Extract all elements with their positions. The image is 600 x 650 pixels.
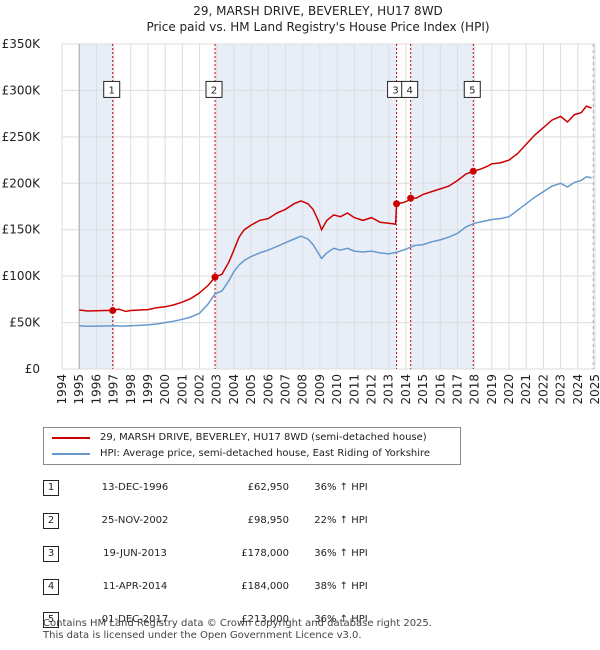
sale-label-2: 2 [211,85,217,96]
x-tick-label: 2008 [296,374,310,405]
shaded-region-4 [593,44,595,369]
sale-price: £178,000 [241,548,289,559]
sale-row: 1 13-DEC-1996 £62,950 36% ↑ HPI [40,471,393,504]
legend-swatch-property [52,437,90,439]
x-tick-label: 2017 [450,374,464,405]
x-tick-label: 2001 [175,374,189,405]
sale-row: 3 19-JUN-2013 £178,000 36% ↑ HPI [40,537,393,570]
sale-hpi-delta: 36% ↑ HPI [314,482,368,493]
sale-date: 19-JUN-2013 [103,548,167,559]
sale-number: 2 [43,512,59,529]
sale-point-4 [407,194,415,202]
x-tick-label: 1994 [55,374,69,405]
sale-number: 5 [43,611,59,628]
sale-number: 4 [43,578,59,595]
x-tick-label: 1995 [72,374,86,405]
y-tick-label: £100K [2,269,42,283]
sale-hpi-delta: 36% ↑ HPI [314,614,368,625]
sale-point-1 [109,307,117,315]
x-tick-label: 1999 [141,374,155,405]
legend-label-hpi: HPI: Average price, semi-detached house,… [100,448,431,459]
sale-date: 13-DEC-1996 [101,482,169,493]
x-tick-label: 2014 [399,374,413,405]
x-tick-label: 2009 [313,374,327,405]
sale-label-box-4 [401,80,419,98]
sale-price: £184,000 [241,581,289,592]
x-tick-label: 2006 [261,374,275,405]
sale-row: 5 01-DEC-2017 £213,000 36% ↑ HPI [40,603,393,636]
footer-licence: This data is licensed under the Open Gov… [43,630,362,641]
legend-label-property: 29, MARSH DRIVE, BEVERLEY, HU17 8WD (sem… [100,432,427,443]
x-tick-label: 1997 [107,374,121,405]
footer: Contains HM Land Registry data © Crown c… [43,618,432,642]
sale-price: £98,950 [247,515,289,526]
y-tick-label: £50K [9,316,41,330]
shaded-region-3 [410,44,474,369]
x-tick-label: 2003 [210,374,224,405]
sale-price: £62,950 [247,482,289,493]
x-tick-label: 2013 [382,374,396,405]
y-tick-label: £350K [2,37,42,51]
x-tick-label: 2007 [279,374,293,405]
x-tick-label: 2021 [519,374,533,405]
x-tick-label: 2019 [485,374,499,405]
x-tick-label: 2005 [244,374,258,405]
sale-label-4: 4 [406,85,412,96]
x-tick-label: 2020 [502,374,516,405]
sale-label-box-2 [205,80,223,98]
x-tick-label: 2010 [330,374,344,405]
sale-label-box-1 [103,80,121,98]
chart-subtitle: Price paid vs. HM Land Registry's House … [146,20,489,34]
x-tick-label: 2012 [364,374,378,405]
sale-label-box-5 [463,80,481,98]
sales-table: 1 13-DEC-1996 £62,950 36% ↑ HPI 2 25-NOV-2002… [40,471,393,636]
footer-copyright: Contains HM Land Registry data © Crown c… [43,618,432,629]
sale-number: 1 [43,479,59,496]
chart-legend: 29, MARSH DRIVE, BEVERLEY, HU17 8WD (sem… [43,427,461,465]
x-tick-label: 2002 [193,374,207,405]
chart-title: 29, MARSH DRIVE, BEVERLEY, HU17 8WD [193,4,443,18]
sale-number: 3 [43,545,59,562]
legend-swatch-hpi [52,453,90,455]
y-tick-label: £250K [2,130,42,144]
sale-row: 4 11-APR-2014 £184,000 38% ↑ HPI [40,570,393,603]
y-tick-label: £0 [25,362,40,376]
y-tick-label: £150K [2,223,42,237]
x-tick-label: 2000 [158,374,172,405]
sale-label-1: 1 [109,85,115,96]
sale-row: 2 25-NOV-2002 £98,950 22% ↑ HPI [40,504,393,537]
sale-date: 25-NOV-2002 [101,515,169,526]
y-tick-label: £300K [2,83,42,97]
price-chart: 29, MARSH DRIVE, BEVERLEY, HU17 8WD Pric… [2,4,600,405]
x-tick-label: 2004 [227,374,241,405]
x-tick-label: 1998 [124,374,138,405]
x-tick-label: 2024 [571,374,585,405]
x-tick-label: 2018 [468,374,482,405]
x-tick-label: 2015 [416,374,430,405]
shaded-region-2 [215,44,397,369]
sale-date: 01-DEC-2017 [101,614,169,625]
hpi-line [79,176,592,328]
x-tick-label: 2023 [554,374,568,405]
x-tick-label: 2025 [588,374,600,405]
x-tick-label: 2022 [536,374,550,405]
sale-point-3 [393,200,401,208]
sale-date: 11-APR-2014 [102,581,168,592]
x-tick-label: 1996 [89,374,103,405]
sale-hpi-delta: 22% ↑ HPI [314,515,368,526]
sale-point-2 [211,273,219,281]
property-price-line [79,105,592,313]
sale-price: £213,000 [241,614,289,625]
x-tick-label: 2011 [347,374,361,405]
sale-label-5: 5 [469,85,475,96]
sale-point-5 [469,167,477,175]
sale-hpi-delta: 36% ↑ HPI [314,548,368,559]
x-tick-label: 2016 [433,374,447,405]
sale-hpi-delta: 38% ↑ HPI [314,581,368,592]
y-tick-label: £200K [2,176,42,190]
sale-label-3: 3 [392,85,398,96]
